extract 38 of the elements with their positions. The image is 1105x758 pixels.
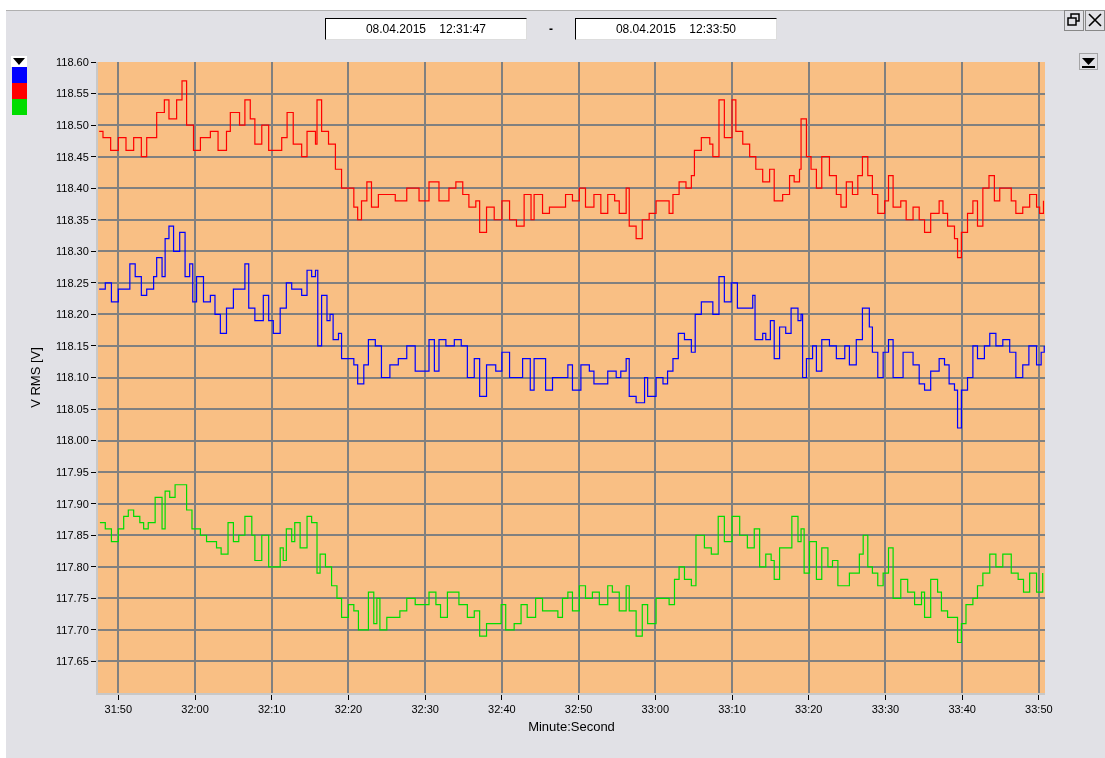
y-axis-title: V RMS [V] bbox=[28, 347, 44, 408]
y-tick-label: 117.75 bbox=[55, 592, 89, 605]
y-tick-label: 117.65 bbox=[55, 655, 89, 668]
x-tick-label: 31:50 bbox=[104, 703, 133, 716]
x-tick-label: 33:40 bbox=[948, 703, 976, 716]
text: 08.04.2015 12:31:47 bbox=[325, 18, 527, 40]
y-tick-label: 118.50 bbox=[55, 118, 89, 131]
y-tick-label: 117.85 bbox=[55, 529, 89, 542]
y-tick-label: 118.00 bbox=[55, 434, 89, 447]
y-tick-label: 118.25 bbox=[55, 276, 89, 289]
y-tick-label: 117.80 bbox=[55, 560, 89, 573]
y-tick-label: 118.30 bbox=[55, 245, 89, 258]
x-tick-label: 32:20 bbox=[334, 703, 363, 716]
x-tick-label: 32:50 bbox=[564, 703, 593, 716]
x-tick-label: 32:40 bbox=[488, 703, 516, 716]
y-tick-label: 118.45 bbox=[55, 150, 89, 163]
x-tick-label: 32:10 bbox=[257, 703, 286, 716]
y-tick-label: 118.35 bbox=[55, 213, 89, 226]
y-tick-label: 118.15 bbox=[55, 339, 89, 352]
y-tick-label: 117.90 bbox=[55, 497, 89, 510]
x-tick-label: 32:30 bbox=[411, 703, 439, 716]
x-tick-label: 33:20 bbox=[794, 703, 823, 716]
y-tick-label: 118.20 bbox=[55, 308, 89, 321]
y-tick-label: 118.10 bbox=[55, 371, 89, 384]
y-tick-label: 117.70 bbox=[55, 623, 89, 636]
x-tick-label: 33:10 bbox=[718, 703, 746, 716]
x-tick-label: 33:00 bbox=[641, 703, 670, 716]
x-axis-title: Minute:Second bbox=[528, 719, 615, 735]
y-tick-label: 118.05 bbox=[55, 402, 89, 415]
y-tick-label: 118.60 bbox=[55, 55, 89, 68]
x-tick-label: 33:50 bbox=[1025, 703, 1053, 716]
x-tick-label: 33:30 bbox=[871, 703, 900, 716]
y-tick-label: 118.55 bbox=[55, 87, 89, 100]
y-tick-label: 117.95 bbox=[55, 466, 89, 478]
text: 08.04.2015 12:33:50 bbox=[575, 18, 777, 40]
x-tick-label: 32:00 bbox=[181, 703, 209, 716]
text: - bbox=[548, 22, 554, 36]
y-tick-label: 118.40 bbox=[55, 182, 89, 195]
